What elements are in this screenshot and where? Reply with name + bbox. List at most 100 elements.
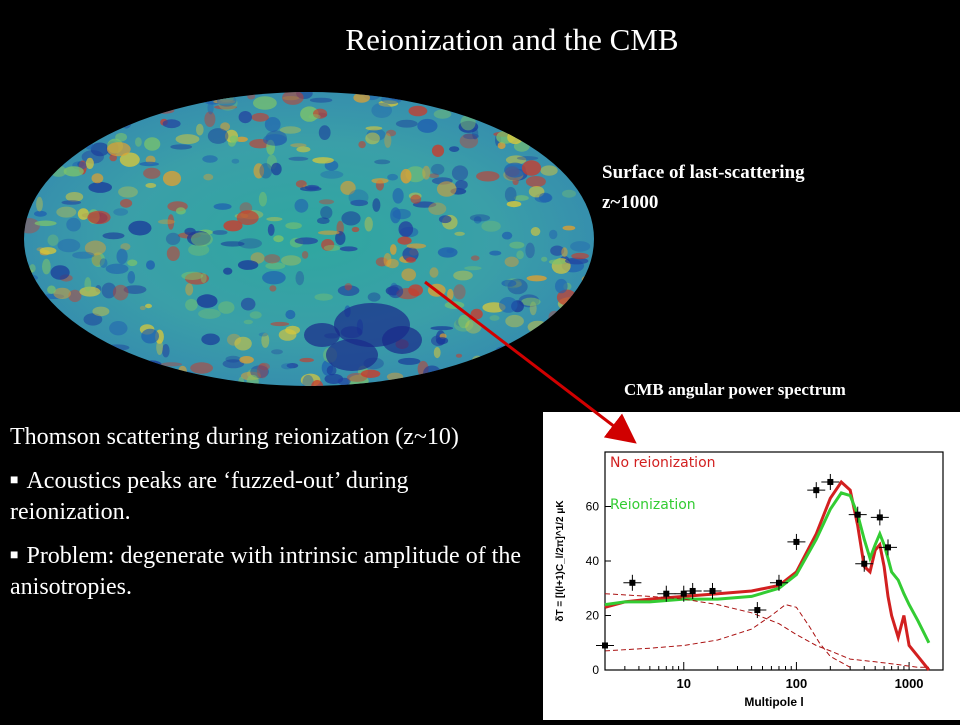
fluctuation-spot — [285, 309, 296, 320]
fluctuation-spot — [453, 284, 466, 300]
fluctuation-spot — [548, 259, 567, 265]
fluctuation-spot — [185, 283, 194, 296]
fluctuation-spot — [550, 245, 565, 256]
fluctuation-spot — [384, 133, 392, 148]
fluctuation-spot — [175, 134, 200, 145]
fluctuation-spot — [323, 244, 340, 252]
y-axis-label: δT = [l(l+1)C_l/2π]^1/2 μK — [555, 500, 566, 622]
fluctuation-spot — [156, 339, 164, 355]
fluctuation-spot — [344, 283, 352, 291]
fluctuation-spot — [430, 326, 454, 331]
fluctuation-spot — [235, 136, 248, 142]
fluctuation-spot — [223, 220, 243, 232]
fluctuation-spot — [460, 114, 476, 131]
bullet-square-icon: ■ — [10, 473, 19, 488]
fluctuation-spot — [431, 144, 445, 157]
fluctuation-spot — [412, 201, 437, 208]
fluctuation-spot — [501, 231, 513, 240]
fluctuation-spot — [139, 305, 146, 311]
fluctuation-spot — [196, 294, 218, 308]
fluctuation-spot — [262, 271, 286, 285]
fluctuation-spot — [351, 226, 360, 233]
fluctuation-spot — [453, 318, 474, 332]
fluctuation-spot — [549, 229, 558, 240]
fluctuation-spot — [304, 184, 320, 191]
fluctuation-spot — [162, 344, 170, 358]
fluctuation-spot — [269, 285, 277, 292]
bullet-text-1: Acoustics peaks are ‘fuzzed-out’ during … — [10, 468, 409, 525]
fluctuation-spot — [367, 292, 381, 302]
fluctuation-spot — [238, 238, 262, 249]
fluctuation-spot — [250, 365, 269, 379]
fluctuation-spot — [263, 134, 287, 146]
y-tick-label: 60 — [586, 500, 600, 514]
fluctuation-spot — [157, 219, 176, 225]
fluctuation-spot — [68, 289, 82, 303]
fluctuation-spot — [350, 199, 369, 207]
fluctuation-spot — [84, 240, 106, 256]
fluctuation-spot — [428, 173, 440, 178]
fluctuation-spot — [300, 106, 319, 122]
fluctuation-spot — [388, 284, 404, 299]
fluctuation-spot — [489, 250, 502, 256]
fluctuation-spot — [401, 268, 417, 281]
fluctuation-spot — [66, 217, 81, 232]
fluctuation-spot — [433, 109, 452, 119]
y-tick-label: 40 — [586, 554, 600, 568]
fluctuation-spot — [91, 173, 104, 184]
data-point — [854, 511, 861, 518]
fluctuation-spot — [239, 202, 253, 214]
fluctuation-spot — [397, 236, 412, 245]
fluctuation-spot — [313, 108, 328, 119]
fluctuation-spot — [79, 286, 101, 297]
fluctuation-spot — [77, 208, 89, 220]
fluctuation-spot — [190, 362, 214, 374]
fluctuation-spot — [358, 141, 366, 149]
fluctuation-spot — [372, 198, 381, 212]
fluctuation-spot — [175, 207, 186, 215]
fluctuation-spot — [509, 241, 525, 249]
fluctuation-spot — [234, 336, 252, 351]
fluctuation-spot — [340, 180, 356, 195]
fluctuation-spot — [463, 133, 479, 140]
fluctuation-spot — [371, 178, 389, 184]
fluctuation-spot — [258, 362, 270, 371]
power-spectrum-panel: 10 100 1000 0 20 40 60 Multipole l δT = [l(l+1)C… — [543, 412, 960, 720]
fluctuation-spot — [565, 257, 589, 265]
y-tick-label: 0 — [592, 663, 599, 677]
data-point — [709, 587, 716, 594]
fluctuation-spot — [213, 203, 232, 210]
data-point — [680, 590, 687, 597]
fluctuation-spot — [365, 126, 383, 131]
fluctuation-spot — [145, 303, 152, 309]
fluctuation-spot — [451, 165, 469, 181]
fluctuation-spot — [261, 332, 270, 348]
fluctuation-spot — [34, 210, 47, 217]
fluctuation-spot — [88, 181, 112, 193]
series-line-2 — [604, 593, 929, 668]
fluctuation-spot — [308, 114, 321, 120]
fluctuation-spot — [39, 247, 57, 255]
fluctuation-spot — [337, 285, 360, 296]
fluctuation-spot — [570, 241, 591, 252]
fluctuation-spot — [29, 264, 36, 273]
fluctuation-spot — [286, 363, 299, 369]
fluctuation-spot — [437, 247, 458, 258]
fluctuation-spot — [365, 132, 380, 145]
fluctuation-spot — [360, 369, 381, 378]
fluctuation-spot — [436, 337, 449, 345]
fluctuation-spot — [101, 282, 117, 299]
bullet-item-2: ■ Problem: degenerate with intrinsic ampl… — [10, 540, 530, 603]
fluctuation-spot — [213, 99, 236, 104]
fluctuation-spot — [314, 293, 333, 301]
fluctuation-spot — [540, 165, 558, 176]
fluctuation-spot — [271, 349, 283, 355]
data-point — [689, 587, 696, 594]
fluctuation-spot — [249, 311, 262, 319]
fluctuation-spot — [47, 234, 59, 246]
bullet-square-icon: ■ — [10, 548, 19, 563]
fluctuation-spot — [146, 260, 155, 270]
fluctuation-spot — [326, 365, 337, 376]
legend-reionization: Reionization — [610, 497, 696, 513]
fluctuation-spot — [295, 180, 307, 188]
